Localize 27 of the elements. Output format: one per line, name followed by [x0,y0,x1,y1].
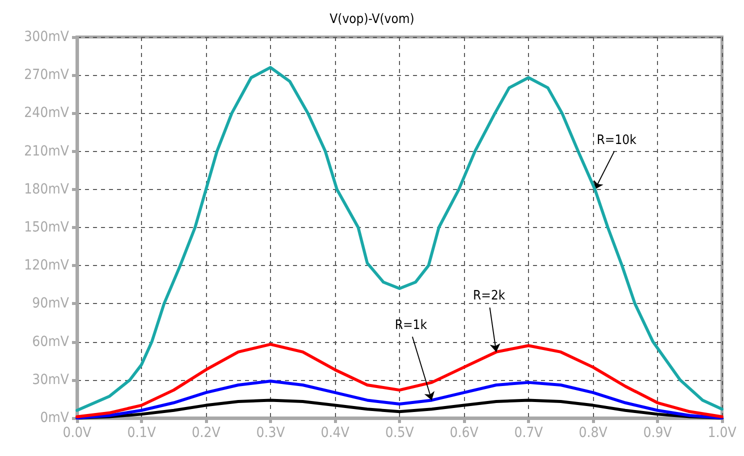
y-tick-label: 210mV [24,143,70,160]
y-tick-label: 90mV [32,296,70,312]
text: R=1k [394,318,428,333]
x-tick-label: 0.7V [514,425,544,441]
x-tick-label: 0.6V [450,425,479,441]
y-tick-label: 240mV [24,105,70,122]
chart-title: V(vop)-V(vom) [330,12,414,27]
y-tick-label: 30mV [32,372,70,388]
x-tick-label: 0.9V [643,425,672,441]
y-tick-label: 0mV [40,410,70,426]
x-tick-label: 0.2V [192,425,221,441]
x-tick-label: 0.4V [320,425,350,441]
y-tick-label: 270mV [24,67,70,84]
line-series [76,66,724,412]
x-tick-label: 0.0V [62,425,92,441]
y-tick-label: 60mV [32,334,70,350]
y-tick-label: 180mV [24,181,70,198]
x-tick-label: 0.8V [578,425,608,441]
y-tick-label: 120mV [24,258,70,274]
y-tick-label: 150mV [24,220,70,236]
x-tick-label: 0.3V [256,425,286,441]
y-tick-label: 300mV [24,29,70,45]
x-tick-label: 0.1V [127,425,156,441]
x-tick-label: 1.0V [708,425,737,441]
series-label: R=10k [596,132,637,148]
text: R=2k [473,288,506,304]
x-tick-label: 0.5V [385,425,414,441]
